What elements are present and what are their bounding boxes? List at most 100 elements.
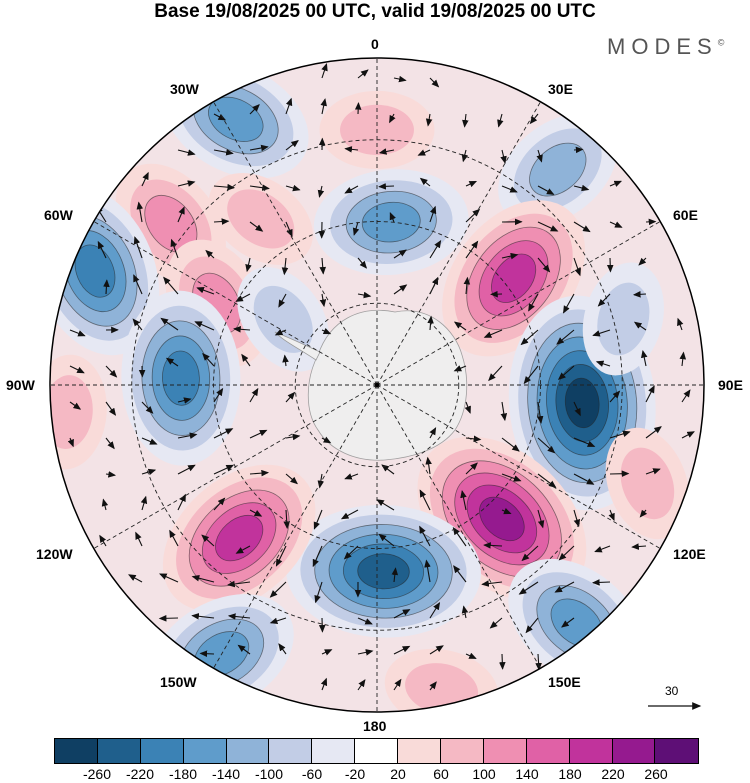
wind-vector [69,401,82,410]
wind-vector [141,401,154,414]
wind-vector [500,149,507,164]
colorbar-tick-label: -140 [211,766,241,782]
wind-vector [631,543,647,550]
wind-vector [269,581,287,598]
lon-label-30e: 30E [548,81,573,97]
wind-vector [462,113,469,128]
colorbar-swatch-1 [97,739,141,763]
colorbar-swatch-4 [226,739,270,763]
wind-vector [419,177,431,187]
wind-vector [501,185,518,193]
wind-vector [537,185,555,195]
wind-vector [213,387,224,403]
lon-label-90e: 90E [718,377,743,393]
wind-vector [249,104,260,115]
wind-vector [169,529,179,547]
lon-label-60w: 60W [44,207,73,223]
wind-vector [595,360,611,367]
wind-vector [213,149,234,156]
polar-map [49,57,705,713]
wind-vector [681,389,691,403]
wind-vector [425,456,432,475]
wind-vector [461,605,469,619]
wind-vector [609,180,623,187]
meridian-line [213,101,378,386]
colorbar-tick-label: -260 [82,766,112,782]
wind-vector [213,464,234,475]
wind-vector [321,649,333,656]
wind-vector [274,329,287,336]
wind-vector [608,509,615,522]
wind-vector [378,148,395,155]
wind-vector [464,401,471,414]
wind-vector [196,287,215,295]
wind-vector [591,579,611,586]
wind-vector [378,533,395,547]
parallel-circle [131,139,623,631]
wind-vector [393,645,411,655]
wind-vector [573,184,590,192]
colorbar-swatch-10 [483,739,527,763]
wind-vector [429,77,440,88]
wind-vector [69,329,86,337]
wind-vector [285,473,298,485]
wind-vector [141,171,149,187]
wind-vector [640,349,648,367]
wind-vector [321,327,332,335]
wind-vector [465,180,478,188]
wind-vector [573,473,595,485]
lon-label-60e: 60E [673,207,698,223]
wind-vector [429,681,437,691]
anomaly-contour [597,282,650,356]
wind-vector [525,617,539,634]
wind-vector [249,429,268,439]
anomaly-contour [620,447,675,520]
wind-vector [537,221,559,232]
colorbar-swatch-6 [312,739,356,763]
wind-vector [177,493,186,511]
wind-vector [67,437,74,448]
wind-vector [645,426,662,439]
wind-vector [170,238,179,259]
wind-vector [165,357,179,367]
colorbar-ticks: -260 -220 -180 -140 -100 -60 -20 20 60 100 140 180 2… [54,766,699,783]
wind-vector [245,257,252,273]
wind-vector [278,643,287,655]
wind-vector [105,437,115,450]
wind-vector [241,353,251,367]
lon-label-180: 180 [363,718,387,734]
wind-vector [352,221,360,236]
wind-vector [191,613,215,620]
wind-vector [393,75,407,83]
wind-vector [317,185,325,198]
colorbar-swatch-7 [355,739,399,763]
colorbar-tick-label: -180 [168,766,198,782]
wind-vector [133,274,143,295]
wind-vector [281,257,289,276]
wind-vector [465,240,479,259]
wind-vector [520,329,539,346]
anomaly-contour [564,377,600,429]
wind-vector [453,365,467,372]
map-disk-border [49,57,705,713]
low-anomaly-100w [121,290,241,466]
wind-vector [194,321,215,331]
wind-vector [249,144,269,152]
wind-vector [417,149,431,156]
colorbar [54,738,700,764]
lon-label-0: 0 [371,36,379,52]
wind-vector [488,365,503,382]
colorbar-tick-label: 20 [390,766,406,782]
wind-vector [199,650,215,657]
wind-vector [594,545,611,553]
colorbar-swatch-9 [441,739,484,763]
wind-vector [465,652,477,659]
colorbar-swatch-3 [183,739,227,763]
high-anomaly-95w-outer [50,354,107,470]
parallel-circle [294,302,460,468]
wind-vector [202,352,215,367]
wind-vector [177,464,196,475]
wind-vector [101,498,109,511]
wind-vector [463,276,471,295]
wind-vector [528,293,539,312]
